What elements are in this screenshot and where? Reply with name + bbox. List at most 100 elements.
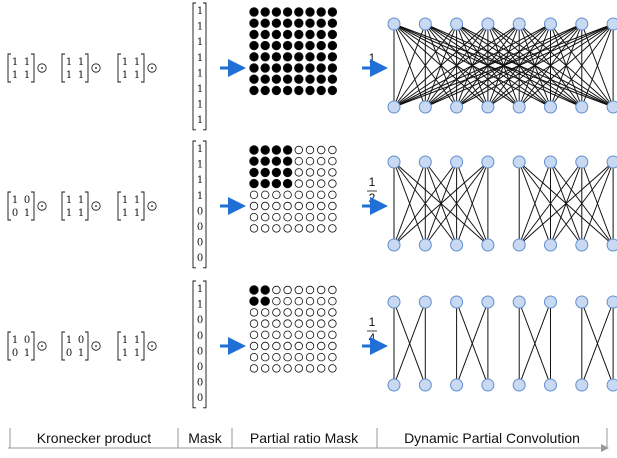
output-node bbox=[575, 238, 589, 252]
mask-dot-empty bbox=[305, 168, 315, 177]
matrix-bracket-left bbox=[7, 53, 11, 83]
matrix-bracket-right bbox=[31, 53, 35, 83]
connection-edge bbox=[487, 23, 614, 108]
matrix-bracket-right bbox=[85, 53, 89, 83]
mask-dot-filled bbox=[249, 296, 259, 306]
mask-dot-filled bbox=[260, 18, 270, 28]
mask-dot-empty bbox=[249, 330, 259, 339]
mask-dot-filled bbox=[271, 29, 282, 40]
mask-dot-empty bbox=[249, 364, 259, 373]
mask-dot-empty bbox=[305, 353, 315, 362]
mask-dot-filled bbox=[249, 167, 259, 178]
mask-dot-empty bbox=[328, 168, 337, 177]
output-node bbox=[544, 238, 557, 252]
mask-dot-empty bbox=[261, 341, 270, 351]
mask-dot-filled bbox=[316, 7, 326, 17]
kron-matrix-3: 1 11 1 bbox=[117, 331, 145, 361]
mask-dot-empty bbox=[294, 285, 303, 295]
connection-edge bbox=[393, 301, 426, 386]
kronecker-operator-icon bbox=[91, 63, 101, 73]
dynamic-partial-convolution-graph bbox=[387, 17, 617, 114]
input-node bbox=[575, 295, 589, 309]
mask-entry: 0 bbox=[197, 346, 203, 357]
mask-dot-empty bbox=[294, 156, 303, 166]
mask-dot-filled bbox=[271, 74, 282, 84]
matrix-bracket-right bbox=[85, 191, 89, 221]
matrix-entry: 1 bbox=[78, 348, 84, 359]
output-node bbox=[418, 238, 432, 252]
matrix-entry: 1 bbox=[66, 335, 72, 346]
mask-dot-empty bbox=[328, 353, 337, 362]
matrix-entry: 1 bbox=[12, 57, 18, 68]
partial-ratio-mask-grid bbox=[249, 145, 337, 233]
mask-dot-filled bbox=[327, 40, 338, 51]
matrix-entry: 1 bbox=[134, 348, 140, 359]
matrix-entry: 1 bbox=[78, 70, 84, 81]
mask-dot-filled bbox=[294, 74, 304, 84]
mask-dot-filled bbox=[260, 167, 270, 178]
input-node bbox=[418, 17, 432, 31]
mask-dot-empty bbox=[283, 212, 292, 222]
mask-dot-empty bbox=[317, 308, 326, 317]
matrix-bracket-right bbox=[31, 331, 35, 361]
kron-matrix-3: 1 11 1 bbox=[117, 53, 145, 83]
mask-dot-filled bbox=[271, 52, 282, 62]
mask-dot-filled bbox=[294, 7, 304, 17]
mask-dot-empty bbox=[261, 308, 270, 317]
mask-dot-empty bbox=[305, 364, 315, 373]
mask-dot-empty bbox=[317, 224, 326, 233]
mask-dot-filled bbox=[327, 18, 338, 28]
kronecker-operator-dot bbox=[95, 67, 97, 69]
kronecker-operator-icon bbox=[37, 341, 47, 351]
mask-dot-filled bbox=[327, 52, 338, 62]
mask-entry: 1 bbox=[197, 115, 203, 126]
mask-dot-empty bbox=[261, 353, 270, 362]
mask-dot-filled bbox=[316, 29, 326, 40]
mask-dot-empty bbox=[305, 319, 315, 328]
mask-entry: 1 bbox=[197, 6, 203, 17]
mask-dot-empty bbox=[328, 179, 337, 188]
mask-dot-empty bbox=[283, 297, 292, 306]
ratio-denominator: 4 bbox=[369, 331, 376, 345]
mask-dot-filled bbox=[316, 18, 326, 28]
mask-dot-empty bbox=[305, 224, 315, 233]
matrix-bracket-left bbox=[117, 191, 121, 221]
matrix-bracket-left bbox=[61, 53, 65, 83]
input-node bbox=[481, 155, 495, 169]
mask-dot-filled bbox=[249, 7, 259, 17]
mask-dot-empty bbox=[328, 145, 337, 155]
matrix-bracket-left bbox=[7, 191, 11, 221]
input-node bbox=[512, 155, 526, 169]
output-node bbox=[387, 238, 401, 252]
mask-dot-empty bbox=[294, 330, 303, 339]
input-node bbox=[512, 17, 526, 31]
ratio-denominator: 2 bbox=[369, 191, 376, 205]
matrix-entry: 0 bbox=[78, 335, 84, 346]
mask-dot-empty bbox=[272, 364, 281, 373]
mask-dot-filled bbox=[305, 29, 315, 40]
mask-dot-empty bbox=[294, 201, 303, 211]
mask-entry: 0 bbox=[197, 222, 203, 233]
matrix-entry: 1 bbox=[24, 348, 30, 359]
matrix-entry: 0 bbox=[12, 208, 18, 219]
kronecker-operator-icon bbox=[91, 341, 101, 351]
mask-dot-filled bbox=[260, 285, 270, 295]
kronecker-operator-icon bbox=[37, 63, 47, 73]
matrix-entry: 1 bbox=[122, 57, 128, 68]
mask-dot-empty bbox=[272, 330, 281, 339]
mask-dot-empty bbox=[328, 190, 337, 199]
mask-dot-filled bbox=[260, 29, 270, 40]
mask-dot-filled bbox=[294, 40, 304, 51]
mask-dot-empty bbox=[272, 319, 281, 328]
kron-matrix-1: 1 00 1 bbox=[7, 331, 35, 361]
matrix-entry: 1 bbox=[66, 195, 72, 206]
mask-entry: 1 bbox=[197, 284, 203, 295]
input-node bbox=[450, 17, 464, 31]
matrix-entry: 0 bbox=[12, 348, 18, 359]
input-node bbox=[418, 295, 432, 309]
mask-entry: 0 bbox=[197, 378, 203, 389]
mask-entry: 1 bbox=[197, 175, 203, 186]
mask-dot-filled bbox=[271, 85, 282, 96]
kronecker-operator-dot bbox=[151, 345, 153, 347]
section-bar: Kronecker product Mask Partial ratio Mas… bbox=[8, 428, 609, 452]
